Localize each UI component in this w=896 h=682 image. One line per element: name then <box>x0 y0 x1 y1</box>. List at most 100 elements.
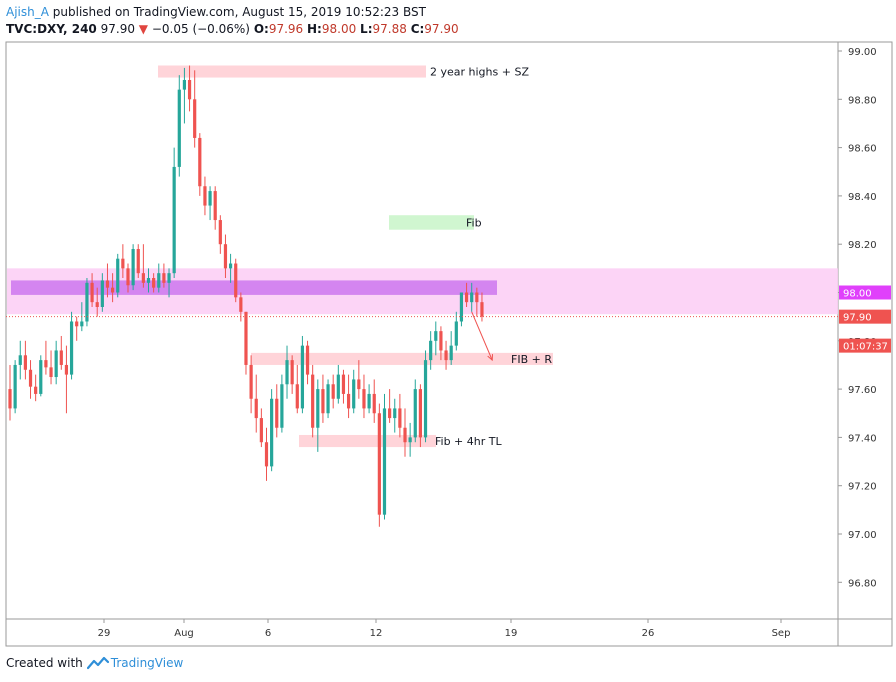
price-axis[interactable]: 99.0098.8098.6098.4098.2098.0097.8097.60… <box>838 47 891 589</box>
price-tick-label: 97.40 <box>848 433 877 444</box>
price-tick-label: 97.60 <box>848 385 877 396</box>
candle-body <box>398 408 402 428</box>
candle-body <box>39 360 43 394</box>
candle-body <box>326 384 330 414</box>
candle-body <box>249 364 253 399</box>
candle-body <box>439 331 443 351</box>
candle-body <box>172 166 176 274</box>
candle-body <box>372 393 376 414</box>
candle-body <box>59 350 63 365</box>
zone-label: Fib <box>466 216 482 229</box>
candle-body <box>187 79 192 100</box>
zone-rect <box>11 280 497 295</box>
candle-body <box>264 442 269 467</box>
candle-body <box>208 191 212 206</box>
candle-body <box>475 292 479 303</box>
created-with-label: Created with <box>6 656 83 670</box>
candle-body <box>111 287 115 293</box>
close-value: 97.90 <box>424 22 459 36</box>
zone-label: 2 year highs + SZ <box>430 66 529 79</box>
candle-body <box>95 302 99 307</box>
price-label-box <box>839 338 891 353</box>
candle-body <box>244 311 248 365</box>
price-change: −0.05 (−0.06%) <box>151 22 250 36</box>
candle-body <box>321 389 325 414</box>
candle-body <box>444 350 448 361</box>
candle-body <box>367 393 371 409</box>
candle-body <box>382 408 387 515</box>
candle-body <box>162 273 166 283</box>
candle-body <box>362 389 366 409</box>
plot-frame <box>5 41 893 647</box>
candle-body <box>213 191 217 221</box>
time-axis[interactable]: 29 Aug 6 12 19 26 Sep <box>98 619 791 639</box>
candle-body <box>388 408 392 419</box>
overlay-layer <box>6 311 838 362</box>
candle-body <box>152 278 156 288</box>
publish-info: Ajish_A published on TradingView.com, Au… <box>6 5 426 19</box>
candle-body <box>357 379 361 390</box>
candle-body <box>198 137 202 187</box>
candle-body <box>423 360 428 438</box>
candle-body <box>80 321 84 327</box>
candle-body <box>116 258 120 293</box>
candle-body <box>13 364 17 409</box>
candle-body <box>290 360 294 385</box>
price-label-text: 97.90 <box>843 313 872 324</box>
footer: Created with TradingView <box>6 656 183 670</box>
candle-body <box>131 249 135 286</box>
zone-rect <box>389 215 474 230</box>
candle-body <box>28 369 33 387</box>
time-tick-label: Aug <box>174 628 194 639</box>
candle-body <box>203 186 207 206</box>
price-label-box <box>839 285 891 300</box>
price-tick-label: 96.80 <box>848 578 877 589</box>
time-tick-label: 26 <box>642 628 655 639</box>
candle-body <box>105 280 110 288</box>
candle-body <box>23 355 27 370</box>
candle-body <box>239 297 243 312</box>
zone-label: FIB + R <box>511 353 552 366</box>
symbol-info: TVC:DXY, 240 97.90 ▼ −0.05 (−0.06%) O:97… <box>6 22 459 36</box>
author-link[interactable]: Ajish_A <box>6 5 49 19</box>
candle-body <box>418 389 422 438</box>
candle-body <box>223 244 228 269</box>
candle-body <box>454 321 458 346</box>
price-tick-label: 97.00 <box>848 530 877 541</box>
zone-rect <box>158 65 426 78</box>
candle-body <box>177 89 181 167</box>
candle-body <box>377 413 381 515</box>
candle-body <box>193 99 197 138</box>
candle-body <box>429 340 433 361</box>
tradingview-logo-icon <box>86 656 109 670</box>
candle-body <box>146 278 151 283</box>
candle-body <box>393 408 397 419</box>
candle-body <box>121 258 125 269</box>
candle-body <box>141 273 145 283</box>
tradingview-link[interactable]: TradingView <box>110 656 184 670</box>
candle-body <box>136 249 140 274</box>
candle-body <box>336 374 340 399</box>
last-price: 97.90 <box>100 22 135 36</box>
published-text: published on TradingView.com, August 15,… <box>52 5 426 19</box>
candle-body <box>69 321 74 375</box>
low-label: L: <box>360 22 373 36</box>
candle-body <box>218 220 222 245</box>
price-tick-label: 97.20 <box>848 482 877 493</box>
candle-body <box>85 282 89 322</box>
time-tick-label: 19 <box>505 628 518 639</box>
candle-body <box>346 393 351 409</box>
candle-body <box>341 374 346 394</box>
candle-body <box>295 384 299 409</box>
candle-body <box>352 379 356 409</box>
close-label: C: <box>410 22 425 36</box>
candle-body <box>254 398 258 419</box>
candle-body <box>167 273 171 283</box>
candle-body <box>100 280 104 307</box>
zone-rect <box>251 352 553 365</box>
candle-body <box>75 321 79 327</box>
candle-body <box>480 302 484 317</box>
candle-body <box>34 386 38 394</box>
time-tick-label: 29 <box>98 628 111 639</box>
